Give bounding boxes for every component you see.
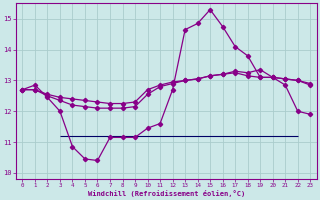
X-axis label: Windchill (Refroidissement éolien,°C): Windchill (Refroidissement éolien,°C)	[88, 190, 245, 197]
